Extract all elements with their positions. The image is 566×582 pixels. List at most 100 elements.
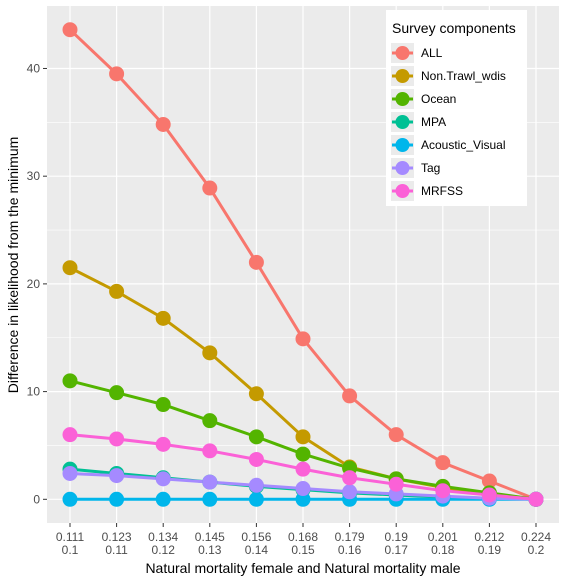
x-tick-label-male: 0.19 xyxy=(478,543,502,557)
data-point-all xyxy=(109,66,125,82)
data-point-ocean xyxy=(155,397,171,413)
y-tick-label: 10 xyxy=(27,385,41,399)
x-tick-label-female: 0.168 xyxy=(288,530,318,544)
data-point-all xyxy=(388,427,404,443)
data-point-mrfss xyxy=(295,461,311,477)
x-tick-label-male: 0.12 xyxy=(152,543,176,557)
data-point-ocean xyxy=(295,446,311,462)
x-tick-label: 0.134 0.12 xyxy=(148,530,178,557)
data-point-mrfss xyxy=(435,483,451,499)
data-point-mrfss xyxy=(155,436,171,452)
legend-point-non-trawl-wdis xyxy=(395,69,410,83)
data-point-ocean xyxy=(248,429,264,445)
x-axis: 0.111 0.1 0.123 0.11 0.134 0.12 0.145 0.13 0.156… xyxy=(56,523,551,557)
data-point-acoustic-visual xyxy=(155,491,171,507)
legend-point-all xyxy=(395,46,410,60)
legend-point-ocean xyxy=(395,92,410,106)
data-point-mrfss xyxy=(248,451,264,467)
x-tick-label: 0.123 0.11 xyxy=(102,530,132,557)
legend-title: Survey components xyxy=(392,20,516,36)
x-tick-label-male: 0.14 xyxy=(245,543,269,557)
data-point-non-trawl-wdis xyxy=(109,283,125,299)
x-tick-label: 0.179 0.16 xyxy=(335,530,365,557)
y-tick-label: 0 xyxy=(33,492,40,506)
x-tick-label-male: 0.13 xyxy=(198,543,222,557)
x-tick-label: 0.19 0.17 xyxy=(385,530,409,557)
x-tick-label-male: 0.1 xyxy=(62,543,79,557)
data-point-acoustic-visual xyxy=(109,491,125,507)
legend-label-mpa: MPA xyxy=(421,115,446,129)
data-point-mrfss xyxy=(481,487,497,503)
legend-label-acoustic-visual: Acoustic_Visual xyxy=(421,138,506,152)
x-tick-label-male: 0.18 xyxy=(431,543,455,557)
data-point-tag xyxy=(109,468,125,484)
data-point-all xyxy=(481,473,497,489)
data-point-all xyxy=(62,22,78,38)
data-point-tag xyxy=(155,471,171,487)
y-tick-label: 40 xyxy=(27,61,41,75)
x-tick-label-male: 0.2 xyxy=(528,543,545,557)
x-tick-label: 0.168 0.15 xyxy=(288,530,318,557)
data-point-tag xyxy=(62,465,78,481)
data-point-all xyxy=(295,331,311,347)
x-tick-label-female: 0.123 xyxy=(102,530,132,544)
x-tick-label-female: 0.145 xyxy=(195,530,225,544)
legend: Survey components ALL Non.Trawl_wdis Ocean… xyxy=(386,10,527,206)
x-tick-label: 0.111 0.1 xyxy=(56,530,85,557)
data-point-mrfss xyxy=(62,427,78,443)
legend-label-tag: Tag xyxy=(421,161,440,175)
x-tick-label: 0.212 0.19 xyxy=(474,530,504,557)
data-point-non-trawl-wdis xyxy=(62,260,78,276)
legend-label-non-trawl-wdis: Non.Trawl_wdis xyxy=(421,69,506,83)
data-point-non-trawl-wdis xyxy=(155,310,171,326)
data-point-tag xyxy=(202,474,218,490)
x-tick-label-female: 0.224 xyxy=(521,530,551,544)
data-point-acoustic-visual xyxy=(202,491,218,507)
series-layer xyxy=(62,22,544,507)
legend-point-acoustic-visual xyxy=(395,138,410,152)
data-point-tag xyxy=(248,477,264,493)
data-point-mrfss xyxy=(202,443,218,459)
data-point-ocean xyxy=(62,373,78,389)
x-tick-label-female: 0.179 xyxy=(335,530,365,544)
x-tick-label-male: 0.17 xyxy=(385,543,409,557)
data-point-mrfss xyxy=(528,491,544,507)
data-point-ocean xyxy=(202,413,218,429)
x-tick-label-female: 0.201 xyxy=(428,530,458,544)
data-point-all xyxy=(342,388,358,404)
data-point-tag xyxy=(342,484,358,500)
data-point-non-trawl-wdis xyxy=(295,429,311,445)
y-axis-title: Difference in likelihood from the minimu… xyxy=(5,137,21,394)
data-point-non-trawl-wdis xyxy=(202,345,218,361)
data-point-all xyxy=(248,254,264,270)
data-point-all xyxy=(435,455,451,471)
legend-label-ocean: Ocean xyxy=(421,92,456,106)
x-axis-title: Natural mortality female and Natural mor… xyxy=(145,560,460,576)
data-point-all xyxy=(155,116,171,132)
x-tick-label: 0.201 0.18 xyxy=(428,530,458,557)
legend-point-mrfss xyxy=(395,184,410,198)
x-tick-label-female: 0.156 xyxy=(241,530,271,544)
x-tick-label-male: 0.15 xyxy=(291,543,315,557)
x-tick-label: 0.224 0.2 xyxy=(521,530,551,557)
data-point-acoustic-visual xyxy=(295,491,311,507)
y-tick-label: 20 xyxy=(27,277,41,291)
data-point-tag xyxy=(295,481,311,497)
x-tick-label: 0.156 0.14 xyxy=(241,530,271,557)
data-point-all xyxy=(202,180,218,196)
x-tick-label-female: 0.134 xyxy=(148,530,178,544)
data-point-non-trawl-wdis xyxy=(248,386,264,402)
legend-point-tag xyxy=(395,161,410,175)
data-point-mrfss xyxy=(342,470,358,486)
data-point-acoustic-visual xyxy=(62,491,78,507)
legend-label-mrfss: MRFSS xyxy=(421,184,463,198)
x-tick-label-male: 0.16 xyxy=(338,543,362,557)
data-point-ocean xyxy=(109,385,125,401)
data-point-acoustic-visual xyxy=(248,491,264,507)
data-point-mrfss xyxy=(388,476,404,492)
x-tick-label-male: 0.11 xyxy=(105,543,128,557)
x-tick-label-female: 0.19 xyxy=(385,530,409,544)
data-point-mrfss xyxy=(109,431,125,447)
x-tick-label-female: 0.212 xyxy=(474,530,504,544)
